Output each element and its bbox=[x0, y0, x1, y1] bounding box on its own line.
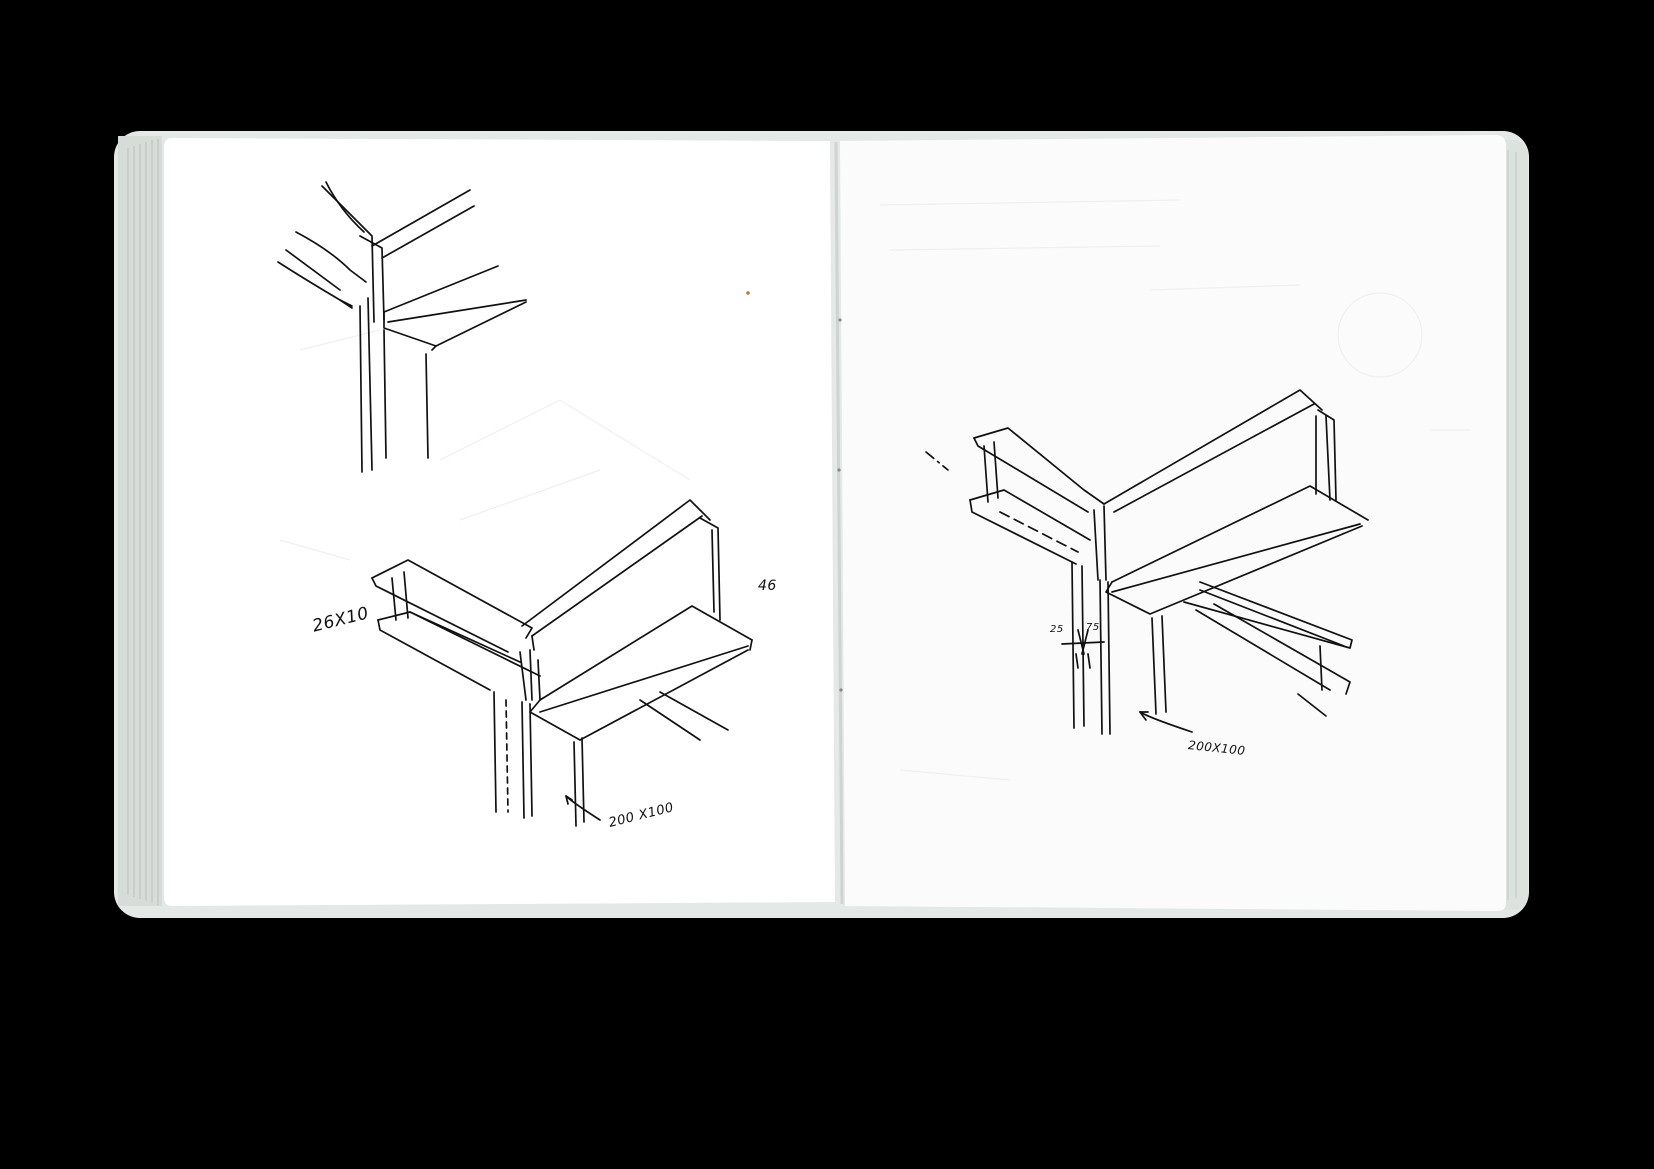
dimension-left-label: 25 bbox=[1050, 624, 1064, 635]
left-page bbox=[164, 138, 835, 906]
page-number: 46 bbox=[758, 578, 777, 594]
dimension-right-label: 75 bbox=[1086, 622, 1100, 633]
sketch-beam-junction-left bbox=[371, 499, 753, 827]
right-page bbox=[840, 135, 1506, 911]
sketch-corner-joint bbox=[277, 181, 527, 473]
sketch-beam-junction-right bbox=[925, 389, 1369, 735]
